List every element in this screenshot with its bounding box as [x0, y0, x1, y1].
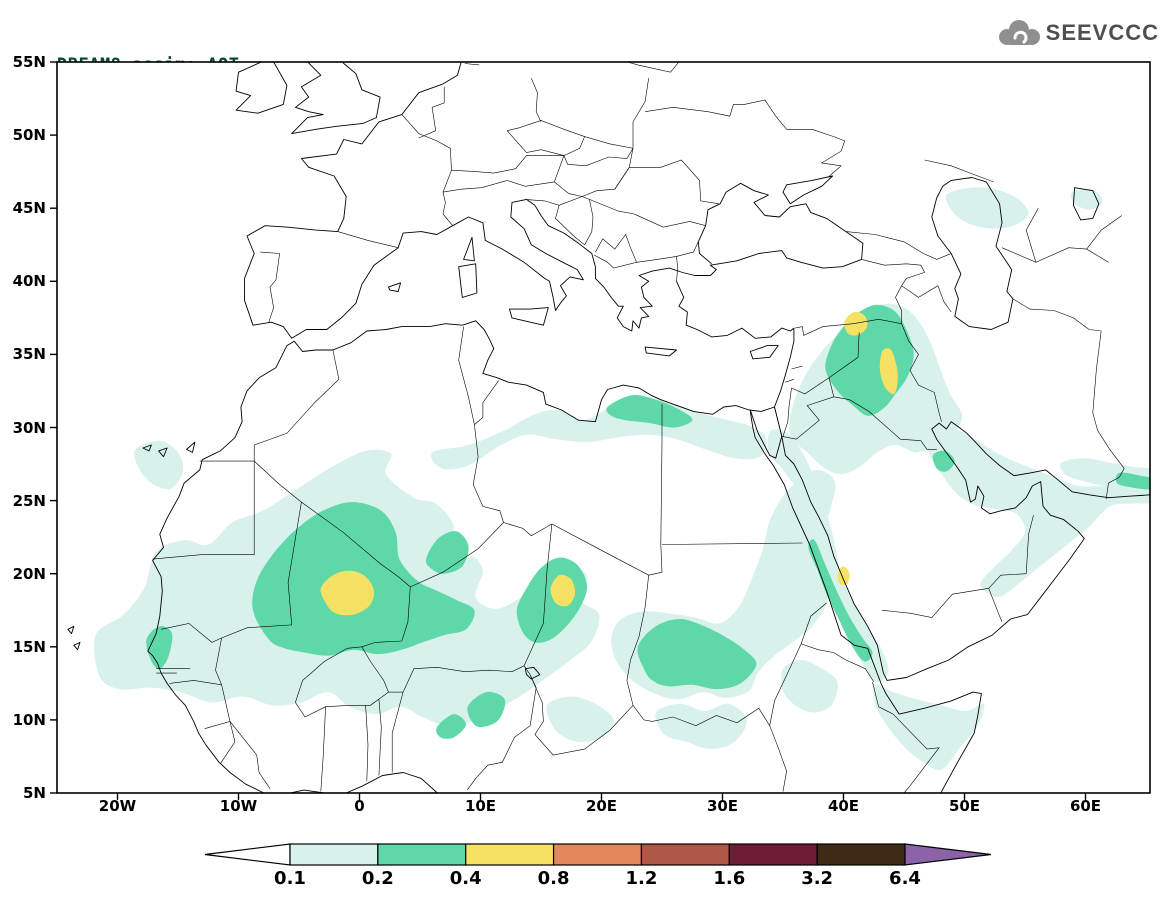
colorbar-segment	[465, 843, 555, 866]
x-axis-label: 20E	[585, 797, 618, 815]
logo-text: SEEVCCC	[1045, 20, 1159, 45]
aot-region-0.2-0.4	[436, 714, 466, 739]
aot-region-0.1-0.2	[926, 428, 1150, 598]
x-axis-label: 50E	[948, 797, 981, 815]
seevccc-logo: SEEVCCC	[994, 16, 1159, 50]
aot-region-0.2-0.4	[808, 539, 873, 662]
y-axis-label: 20N	[12, 564, 46, 583]
aot-region-0.2-0.4	[1115, 472, 1150, 490]
colorbar-segment	[640, 843, 730, 866]
aot-region-0.4-0.8	[320, 570, 375, 616]
x-axis-label: 40E	[827, 797, 860, 815]
x-axis-label: 10E	[464, 797, 497, 815]
colorbar-tick-label: 0.1	[274, 868, 306, 889]
colorbar-tick-label: 0.2	[361, 868, 394, 889]
aot-region-0.4-0.8	[844, 311, 868, 336]
y-axis-label: 30N	[12, 418, 46, 437]
aot-region-0.4-0.8	[879, 348, 898, 395]
colorbar-tick-label: 1.2	[625, 868, 658, 889]
colorbar-tick-label: 6.4	[889, 868, 921, 889]
y-axis-label: 15N	[12, 637, 46, 656]
map-frame	[50, 61, 1151, 800]
cloud-icon	[998, 20, 1040, 45]
aot-region-0.2-0.4	[467, 691, 506, 728]
y-axis-label: 10N	[12, 710, 46, 729]
colorbar-arrow-left	[204, 843, 291, 866]
colorbar-segment	[377, 843, 467, 866]
y-axis-label: 5N	[23, 784, 46, 802]
aot-region-0.2-0.4	[146, 626, 173, 669]
y-axis-label: 50N	[12, 126, 46, 145]
colorbar-segment	[816, 843, 906, 866]
aot-region-0.1-0.2	[655, 703, 747, 750]
x-axis-label: 60E	[1069, 797, 1102, 815]
y-axis-label: 45N	[12, 199, 46, 218]
aot-region-0.2-0.4	[637, 619, 757, 690]
aot-region-0.1-0.2	[873, 684, 985, 771]
colorbar	[204, 843, 992, 866]
aot-region-0.2-0.4	[606, 395, 693, 428]
colorbar-tick-label: 0.4	[449, 868, 482, 889]
x-axis-label: 0	[354, 797, 365, 815]
x-axis-label: 10W	[219, 797, 258, 815]
aot-region-0.1-0.2	[546, 696, 614, 743]
aot-region-0.2-0.4	[425, 531, 469, 574]
y-axis-label: 35N	[12, 345, 46, 364]
aot-region-0.1-0.2	[781, 659, 838, 713]
aot-region-0.1-0.2	[134, 440, 184, 490]
colorbar-tick-label: 0.8	[537, 868, 570, 889]
aot-contours	[93, 187, 1150, 771]
y-axis-label: 40N	[12, 272, 46, 291]
colorbar-tick-label: 3.2	[801, 868, 834, 889]
forecast-map	[50, 61, 1151, 800]
colorbar-segment	[289, 843, 379, 866]
colorbar-arrow-right	[904, 843, 992, 866]
country-borders	[152, 62, 1125, 793]
y-axis-label: 25N	[12, 491, 46, 510]
colorbar-segment	[552, 843, 643, 866]
x-axis-label: 20W	[98, 797, 137, 815]
colorbar-segment	[728, 843, 818, 866]
aot-region-0.1-0.2	[945, 187, 1029, 229]
aot-region-0.1-0.2	[767, 429, 889, 683]
y-axis-label: 55N	[12, 53, 46, 71]
aot-region-0.4-0.8	[550, 574, 576, 607]
x-axis-label: 30E	[706, 797, 739, 815]
colorbar-tick-label: 1.6	[713, 868, 746, 889]
coastlines	[67, 62, 1150, 793]
